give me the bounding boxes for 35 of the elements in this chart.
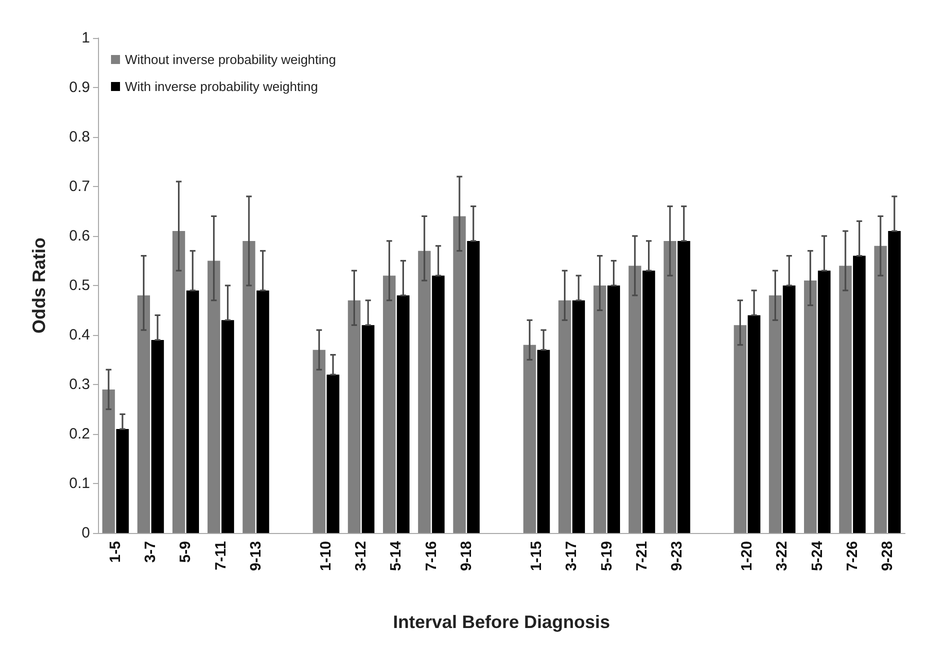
x-tick-label: 9-28 xyxy=(878,541,896,572)
legend-label: Without inverse probability weighting xyxy=(125,52,336,67)
x-tick-label: 1-20 xyxy=(738,541,756,572)
y-tick-label: 0.8 xyxy=(69,128,90,146)
x-tick-label: 1-15 xyxy=(528,541,546,572)
x-tick-label: 7-21 xyxy=(633,541,650,572)
x-tick-label: 5-9 xyxy=(177,541,194,563)
x-tick-label: 1-5 xyxy=(107,541,124,563)
x-tick-label: 3-22 xyxy=(774,541,791,572)
y-tick-label: 0.6 xyxy=(69,228,90,244)
x-tick-label: 7-16 xyxy=(422,541,440,572)
y-tick-label: 0.9 xyxy=(69,79,90,96)
x-tick-label: 7-26 xyxy=(844,541,861,572)
legend-label: With inverse probability weighting xyxy=(125,79,318,94)
y-tick-label: 0.1 xyxy=(69,475,90,492)
y-tick-label: 0.5 xyxy=(69,277,90,294)
x-tick-label: 5-14 xyxy=(388,540,405,572)
y-tick-label: 0.3 xyxy=(69,376,90,393)
y-tick-label: 0.7 xyxy=(69,178,90,195)
y-tick-label: 0.2 xyxy=(69,426,90,442)
x-tick-label: 5-19 xyxy=(598,541,616,572)
x-axis-title: Interval Before Diagnosis xyxy=(392,612,610,632)
x-tick-label: 9-13 xyxy=(247,541,264,572)
y-axis-title: Odds Ratio xyxy=(29,237,49,334)
y-tick-label: 1 xyxy=(82,30,90,46)
x-tick-label: 3-7 xyxy=(142,541,160,563)
y-tick-label: 0.4 xyxy=(69,326,90,344)
x-tick-label: 1-10 xyxy=(318,541,335,572)
x-tick-label: 9-23 xyxy=(668,541,686,572)
y-tick-label: 0 xyxy=(82,524,90,542)
x-tick-label: 7-11 xyxy=(212,541,230,570)
x-tick-label: 5-24 xyxy=(808,540,826,572)
x-tick-label: 3-12 xyxy=(352,541,370,572)
x-tick-label: 9-18 xyxy=(458,541,475,572)
x-tick-label: 3-17 xyxy=(563,541,580,572)
